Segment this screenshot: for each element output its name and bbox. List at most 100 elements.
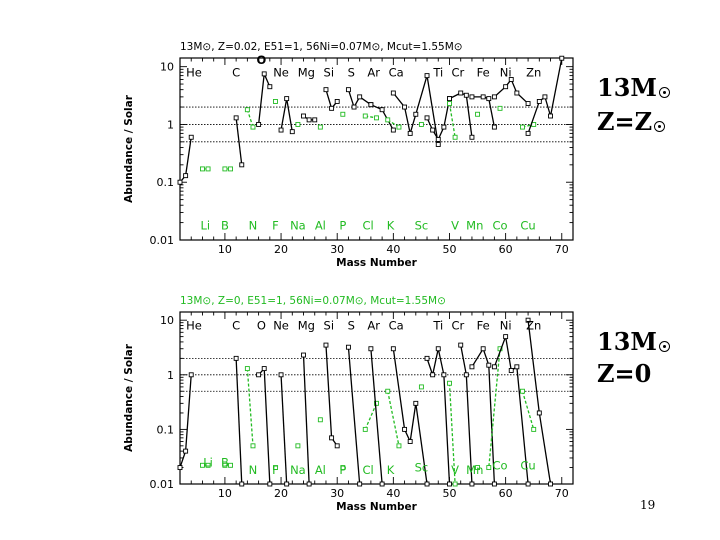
data-point: [368, 346, 374, 352]
element-label: Ni: [500, 65, 512, 79]
series-line: [235, 358, 243, 485]
data-point: [374, 400, 379, 406]
data-point: [390, 90, 396, 96]
element-label: Cu: [520, 458, 535, 472]
series-al: [317, 124, 323, 130]
series-fe: [469, 94, 497, 130]
element-label: Mg: [298, 65, 315, 79]
element-label: O: [257, 318, 266, 332]
series-zn: [525, 317, 553, 487]
side-label-metal-text-1: Z=Z: [597, 107, 653, 136]
data-point: [368, 102, 374, 108]
element-label: N: [249, 218, 258, 232]
series-al: [317, 417, 323, 423]
side-label-mass-1: 13M: [597, 76, 670, 100]
element-label: Mn: [466, 463, 483, 477]
data-point: [379, 481, 385, 487]
data-point: [345, 344, 351, 350]
data-point: [402, 426, 408, 432]
data-point: [463, 92, 469, 98]
plot-frame: [179, 57, 574, 241]
series-mg: [301, 352, 312, 487]
element-label: Si: [324, 65, 335, 79]
y-axis-label: Abundance / Solar: [123, 343, 135, 452]
series-cr: [458, 342, 475, 487]
data-point: [520, 124, 525, 130]
x-tick-label: 30: [330, 487, 344, 500]
data-point: [407, 439, 413, 444]
element-label: Mg: [298, 318, 315, 332]
data-point: [272, 465, 278, 471]
series-h-he: [177, 372, 194, 471]
series-n: [244, 107, 256, 130]
series-si: [323, 87, 340, 111]
data-point: [475, 111, 481, 117]
data-point: [548, 481, 553, 487]
element-label: Mn: [466, 218, 483, 232]
series-mn: [475, 465, 481, 471]
x-tick-label: 10: [218, 487, 232, 500]
y-tick-label: 0.01: [150, 234, 175, 247]
series-na: [295, 443, 301, 449]
x-tick-label: 20: [274, 243, 288, 256]
data-point: [188, 134, 194, 140]
data-point: [503, 334, 509, 340]
series-sc: [418, 384, 424, 390]
data-point: [351, 104, 357, 110]
series-line: [448, 383, 456, 485]
data-point: [469, 481, 475, 487]
data-point: [559, 55, 565, 61]
data-point: [374, 115, 379, 121]
data-point: [385, 388, 391, 394]
data-point: [390, 346, 396, 352]
data-point: [475, 465, 481, 471]
element-label: C: [232, 318, 240, 332]
data-point: [390, 127, 396, 133]
series-ti: [424, 96, 452, 142]
data-point: [267, 84, 273, 90]
data-point: [525, 317, 531, 323]
data-point: [480, 346, 486, 352]
element-label: Ti: [432, 318, 443, 332]
data-point: [261, 71, 267, 77]
data-point: [329, 435, 335, 441]
element-label: Ti: [432, 65, 443, 79]
series-k: [385, 117, 402, 130]
data-point: [508, 368, 514, 373]
element-label: Al: [315, 463, 326, 477]
y-tick-label: 10: [160, 314, 174, 327]
data-point: [177, 465, 183, 471]
data-point: [357, 94, 363, 100]
data-point: [272, 99, 278, 104]
element-label: He: [186, 318, 202, 332]
element-label: Ca: [389, 318, 404, 332]
side-label-mass-text-2: 13M: [597, 327, 657, 356]
y-tick-label: 0.01: [150, 478, 175, 491]
series-line: [280, 374, 288, 485]
data-point: [340, 111, 346, 117]
series-zn: [525, 55, 565, 136]
element-label: Cl: [362, 218, 373, 232]
data-point: [329, 105, 335, 111]
element-label: K: [387, 463, 395, 477]
y-tick-label: 0.1: [157, 423, 175, 436]
element-label: Sc: [415, 218, 429, 232]
data-point: [261, 366, 267, 372]
element-label: Ne: [273, 318, 289, 332]
data-point: [491, 124, 497, 130]
element-label: Zn: [526, 318, 541, 332]
series-line: [258, 366, 271, 485]
series-line: [347, 347, 361, 485]
side-label-mass-2: 13M: [597, 330, 670, 354]
data-point: [385, 117, 391, 123]
data-point: [295, 121, 301, 127]
data-point: [244, 366, 250, 372]
data-point: [536, 410, 542, 416]
chart-title: 13M⊙, Z=0, E51=1, 56Ni=0.07M⊙, Mcut=1.55…: [180, 295, 446, 307]
data-point: [284, 481, 290, 487]
data-point: [508, 77, 514, 82]
chart-title: 13M⊙, Z=0.02, E51=1, 56Ni=0.07M⊙, Mcut=1…: [180, 41, 463, 53]
element-label: Co: [492, 218, 507, 232]
series-line: [325, 89, 338, 110]
side-label-metal-text-2: Z=0: [597, 359, 652, 388]
